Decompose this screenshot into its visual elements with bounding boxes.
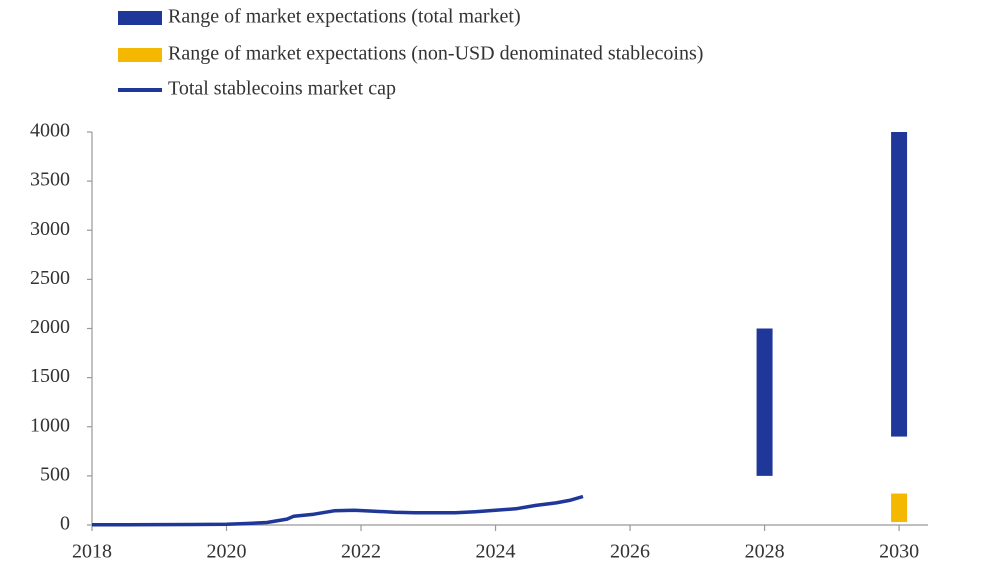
x-tick-label: 2024 bbox=[476, 541, 516, 563]
legend-swatch bbox=[118, 48, 162, 62]
y-tick-label: 3500 bbox=[30, 169, 70, 191]
x-tick-label: 2030 bbox=[879, 541, 919, 563]
x-tick-label: 2018 bbox=[72, 541, 112, 563]
x-tick-label: 2022 bbox=[341, 541, 381, 563]
range-bar bbox=[891, 132, 908, 437]
line bbox=[91, 494, 584, 527]
y-tick-label: 2500 bbox=[30, 267, 70, 289]
y-tick-label: 4000 bbox=[30, 120, 70, 142]
y-tick-label: 2000 bbox=[30, 316, 70, 338]
legend-swatch bbox=[118, 11, 162, 25]
legend-label: Range of market expectations (non-USD de… bbox=[168, 43, 703, 65]
x-tick-label: 2028 bbox=[745, 541, 785, 563]
range-bar bbox=[756, 328, 773, 476]
legend-label: Range of market expectations (total mark… bbox=[168, 6, 521, 28]
range-bar bbox=[891, 493, 908, 523]
legend-label: Total stablecoins market cap bbox=[168, 78, 396, 100]
x-tick-label: 2020 bbox=[207, 541, 247, 563]
y-tick-label: 500 bbox=[40, 463, 70, 485]
y-tick-label: 1500 bbox=[30, 365, 70, 387]
y-tick-label: 1000 bbox=[30, 414, 70, 436]
x-tick-label: 2026 bbox=[610, 541, 650, 563]
y-tick-label: 0 bbox=[60, 513, 70, 535]
y-tick-label: 3000 bbox=[30, 218, 70, 240]
